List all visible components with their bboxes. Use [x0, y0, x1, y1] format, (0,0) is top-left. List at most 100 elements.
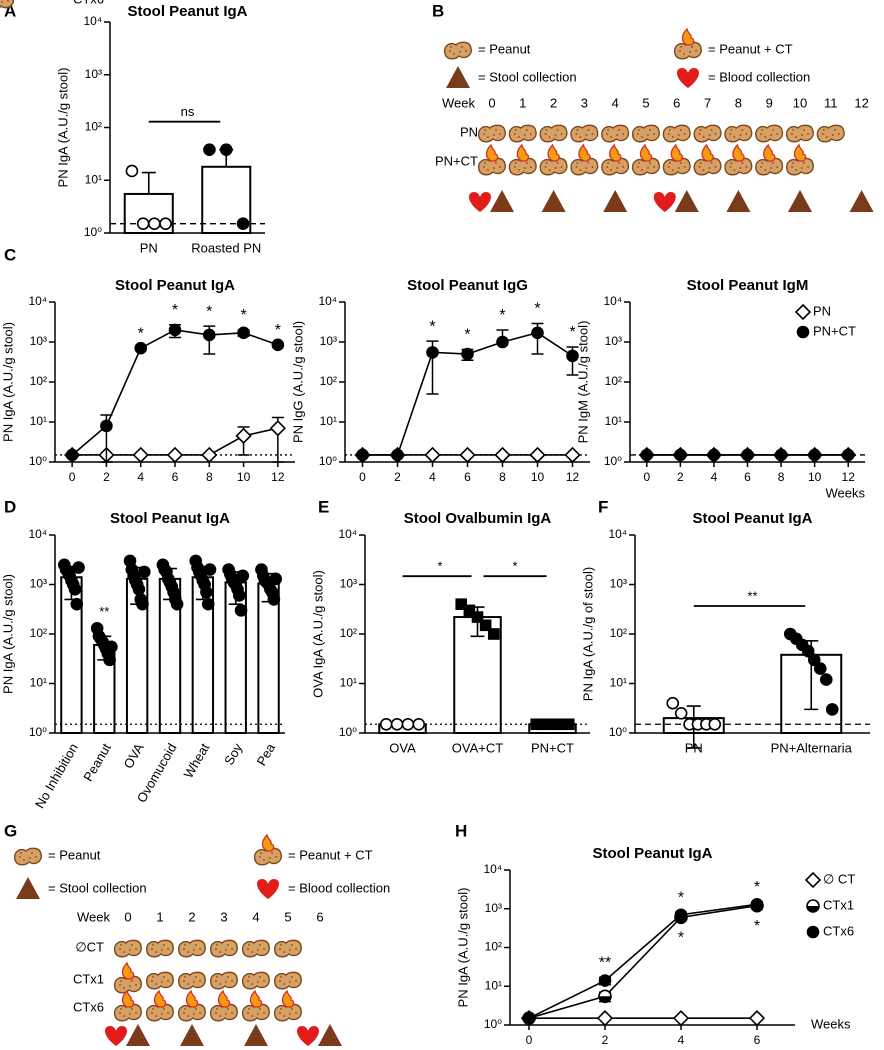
legend-label: ∅ CT — [823, 871, 855, 886]
data-point — [203, 563, 217, 576]
y-tick-label: 10⁴ — [603, 294, 622, 308]
week-label: Week — [77, 909, 110, 924]
legend-label: = Blood collection — [288, 880, 390, 895]
data-point — [825, 703, 839, 716]
data-point — [598, 974, 612, 987]
peanut-icon — [755, 124, 784, 143]
stool-icon — [318, 1024, 342, 1046]
y-tick-label: 10¹ — [30, 676, 47, 690]
panel-label: B — [432, 1, 444, 20]
legend-label: = Peanut + CT — [288, 847, 373, 862]
data-point — [426, 346, 439, 359]
y-tick-label: 10² — [30, 626, 47, 640]
x-tick-label: OVA+CT — [452, 740, 503, 755]
x-tick-label: Wheat — [181, 740, 213, 780]
y-axis-label: PN IgA (A.U./g stool) — [55, 68, 70, 188]
peanut-icon — [443, 41, 472, 60]
y-tick-label: 10⁰ — [604, 454, 622, 468]
data-point — [170, 597, 184, 611]
blood-icon — [653, 192, 676, 212]
data-point — [72, 561, 85, 574]
significance-label: * — [437, 559, 442, 574]
y-tick-label: 10⁴ — [338, 527, 357, 541]
y-tick-label: 10² — [320, 374, 337, 388]
data-point — [463, 604, 476, 617]
data-point — [201, 597, 215, 611]
legend-label: CTx1 — [823, 897, 854, 912]
data-point — [271, 338, 285, 352]
data-point — [707, 448, 721, 462]
data-point — [741, 448, 754, 462]
significance-label: * — [275, 322, 281, 339]
data-point — [487, 628, 500, 640]
row-label: CTx6 — [73, 999, 104, 1014]
data-point — [103, 653, 116, 667]
week-number: 2 — [550, 95, 557, 110]
x-axis-label: Weeks — [826, 485, 866, 500]
panel-label: H — [455, 821, 467, 840]
peanut_ct-icon — [673, 27, 702, 60]
legend-label: = Stool collection — [48, 880, 147, 895]
data-point — [562, 718, 575, 731]
y-tick-label: 10³ — [320, 334, 337, 348]
peanut_ct-icon — [177, 989, 206, 1022]
data-point — [267, 593, 281, 606]
week-number: 9 — [766, 95, 773, 110]
data-point — [672, 1010, 690, 1027]
data-point — [200, 585, 213, 599]
legend-marker — [806, 925, 820, 939]
x-tick-label: 10 — [808, 470, 822, 484]
y-tick-label: 10² — [340, 626, 357, 640]
x-tick-label: 12 — [271, 470, 285, 484]
legend-marker — [796, 325, 810, 339]
y-tick-label: 10³ — [610, 577, 627, 591]
data-point — [379, 717, 393, 731]
x-tick-label: 2 — [103, 470, 110, 484]
data-point — [708, 717, 722, 731]
peanut_ct-icon — [508, 143, 537, 176]
x-tick-label: Peanut — [80, 740, 114, 784]
y-tick-label: 10² — [30, 374, 47, 388]
y-tick-label: 10⁴ — [83, 14, 102, 28]
data-point — [564, 446, 581, 464]
data-point — [424, 446, 441, 464]
data-point — [801, 644, 815, 658]
week-number: 5 — [284, 909, 291, 924]
stool-icon — [16, 877, 40, 899]
peanut-icon — [13, 847, 42, 866]
week-number: 2 — [188, 909, 195, 924]
data-point — [236, 569, 250, 583]
y-tick-label: 10² — [85, 120, 102, 134]
y-axis-label: PN IgA (A.U./g of stool) — [580, 567, 595, 701]
row-label: CTx1 — [73, 971, 104, 986]
peanut_ct-icon — [755, 143, 784, 176]
peanut_ct-icon — [570, 143, 599, 176]
week-number: 4 — [612, 95, 619, 110]
bar — [257, 582, 280, 734]
peanut_ct-icon — [209, 989, 238, 1022]
peanut-icon — [145, 971, 174, 990]
y-tick-label: 10¹ — [610, 676, 627, 690]
data-point — [234, 604, 248, 617]
data-point — [531, 326, 544, 340]
peanut_ct-icon — [0, 0, 14, 9]
data-point — [136, 217, 150, 231]
x-tick-label: 6 — [172, 470, 179, 484]
y-tick-label: 10⁰ — [29, 725, 47, 739]
y-tick-label: 10³ — [605, 334, 622, 348]
legend-label: = Stool collection — [478, 69, 577, 84]
panel-label: G — [4, 821, 17, 840]
significance-label: * — [569, 324, 575, 341]
peanut_ct-icon — [145, 989, 174, 1022]
data-point — [148, 217, 161, 231]
x-tick-label: PN+CT — [531, 740, 574, 755]
data-point — [203, 143, 216, 156]
peanut-icon — [209, 971, 238, 990]
week-number: 3 — [581, 95, 588, 110]
peanut_ct-icon — [601, 143, 630, 176]
peanut-icon — [693, 124, 722, 143]
x-tick-label: 0 — [359, 470, 366, 484]
week-number: 0 — [488, 95, 495, 110]
stool-icon — [490, 190, 514, 212]
legend-label: PN — [813, 303, 831, 318]
